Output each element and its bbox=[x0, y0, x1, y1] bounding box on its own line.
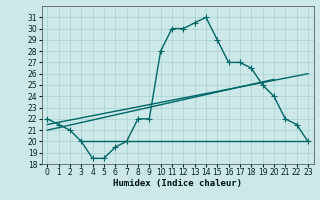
X-axis label: Humidex (Indice chaleur): Humidex (Indice chaleur) bbox=[113, 179, 242, 188]
